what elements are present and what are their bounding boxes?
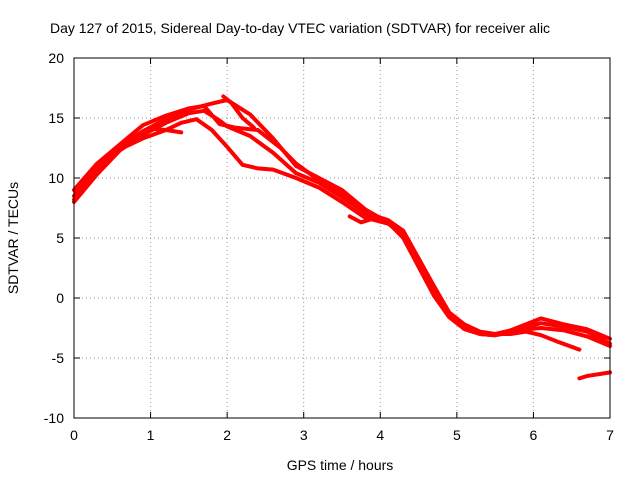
y-tick-label: -5 <box>52 350 65 366</box>
x-tick-label: 4 <box>376 427 384 443</box>
y-axis-label: SDTVAR / TECUs <box>5 182 21 294</box>
y-tick-label: 0 <box>56 290 64 306</box>
series-track-2 <box>72 98 612 346</box>
series-layer <box>72 94 612 381</box>
y-tick-label: 15 <box>48 110 64 126</box>
x-tick-label: 0 <box>70 427 78 443</box>
series-track-1 <box>72 108 582 352</box>
x-tick-label: 1 <box>147 427 155 443</box>
y-tick-label: 5 <box>56 230 64 246</box>
axis-ticks: 0 1 2 3 4 5 6 7 -10 -5 0 5 10 15 20 <box>44 50 614 443</box>
y-tick-label: 20 <box>48 50 64 66</box>
series-track-5 <box>148 126 184 135</box>
x-axis-label: GPS time / hours <box>287 457 394 473</box>
series-track-7 <box>577 370 612 381</box>
x-tick-label: 5 <box>453 427 461 443</box>
series-track-3 <box>72 117 612 348</box>
series-track-8 <box>347 214 375 225</box>
chart-title: Day 127 of 2015, Sidereal Day-to-day VTE… <box>50 20 550 36</box>
x-tick-label: 7 <box>606 427 614 443</box>
x-tick-label: 3 <box>300 427 308 443</box>
series-track-6 <box>221 94 256 130</box>
series-track-4 <box>72 104 612 341</box>
y-tick-label: -10 <box>44 410 64 426</box>
gridlines <box>74 58 610 418</box>
x-tick-label: 6 <box>530 427 538 443</box>
x-tick-label: 2 <box>223 427 231 443</box>
y-tick-label: 10 <box>48 170 64 186</box>
